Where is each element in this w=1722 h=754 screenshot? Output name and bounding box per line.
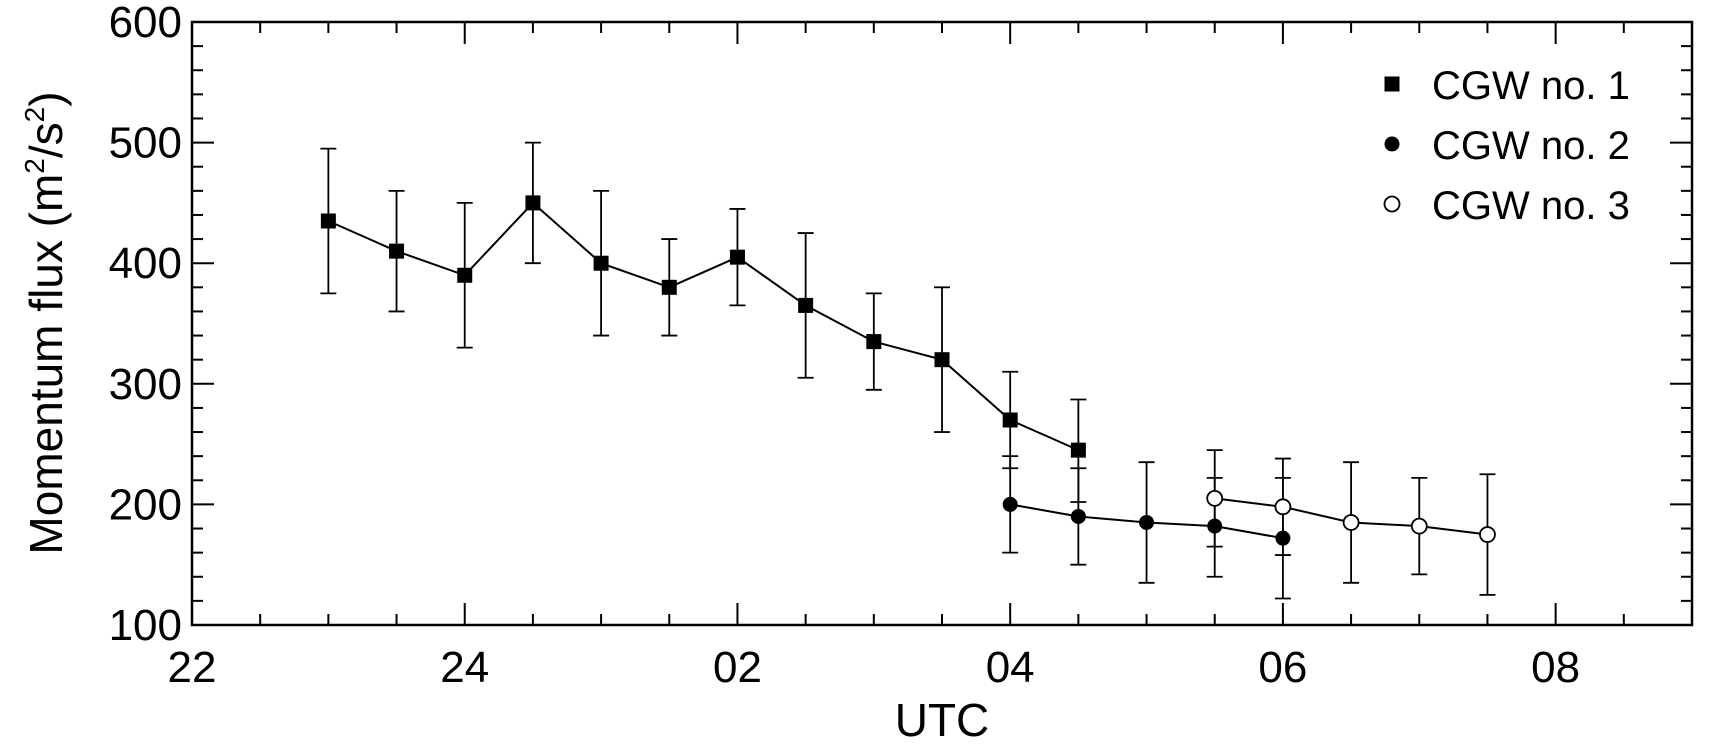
y-tick-label: 400 <box>109 239 182 288</box>
legend-item: CGW no. 3 <box>1383 184 1630 228</box>
data-point <box>866 334 882 350</box>
legend-marker <box>1384 136 1400 152</box>
data-point <box>525 195 541 211</box>
data-point <box>729 249 745 265</box>
y-tick-label: 300 <box>109 360 182 409</box>
legend-item: CGW no. 1 <box>1384 64 1630 108</box>
legend-marker <box>1384 76 1400 92</box>
y-tick-label: 200 <box>109 480 182 529</box>
data-point <box>593 255 609 271</box>
data-point <box>1002 496 1018 512</box>
data-point <box>1139 514 1155 530</box>
y-axis-label: Momentum flux (m2/s2) <box>19 91 72 554</box>
legend-marker <box>1383 195 1401 213</box>
legend-item: CGW no. 2 <box>1384 124 1630 168</box>
y-tick-label: 100 <box>109 601 182 650</box>
legend-label: CGW no. 3 <box>1432 184 1630 228</box>
y-axis-label-sup2: 2 <box>19 107 50 123</box>
legend-label: CGW no. 1 <box>1432 64 1630 108</box>
y-axis-label-sup1: 2 <box>19 158 50 174</box>
x-tick-labels: 22 24 02 04 06 08 <box>168 643 1581 692</box>
data-point <box>934 352 950 368</box>
series-3 <box>1206 449 1496 596</box>
y-tick-label: 500 <box>109 119 182 168</box>
legend-label: CGW no. 2 <box>1432 124 1630 168</box>
data-point <box>1002 412 1018 428</box>
x-tick-label: 06 <box>1258 643 1307 692</box>
x-tick-label: 04 <box>986 643 1035 692</box>
data-point <box>798 297 814 313</box>
data-point <box>1070 442 1086 458</box>
data-point <box>320 213 336 229</box>
series-layer <box>320 141 1496 600</box>
data-point <box>1342 514 1360 531</box>
series-line <box>327 201 1079 452</box>
y-axis-label-end: ) <box>20 91 72 106</box>
x-tick-label: 24 <box>440 643 489 692</box>
data-point <box>1410 517 1428 535</box>
x-tick-label: 08 <box>1531 643 1580 692</box>
y-axis-label-main: Momentum flux (m <box>20 174 72 555</box>
y-tick-labels: 100 200 300 400 500 600 <box>109 0 182 650</box>
series-2 <box>1002 455 1291 600</box>
axis-ticks <box>191 21 1693 626</box>
data-point <box>1206 489 1224 507</box>
data-point <box>457 267 473 283</box>
data-point <box>1479 526 1496 543</box>
legend: CGW no. 1 CGW no. 2 CGW no. 3 <box>1383 64 1630 228</box>
y-axis-label-mid: /s <box>20 122 72 158</box>
data-point <box>661 279 677 295</box>
series-1 <box>320 141 1087 503</box>
data-point <box>1274 498 1292 516</box>
y-tick-label: 600 <box>109 0 182 47</box>
x-tick-label: 22 <box>168 643 217 692</box>
x-axis-label: UTC <box>895 694 990 746</box>
data-point <box>1070 508 1086 524</box>
data-point <box>389 243 405 259</box>
x-tick-label: 02 <box>713 643 762 692</box>
